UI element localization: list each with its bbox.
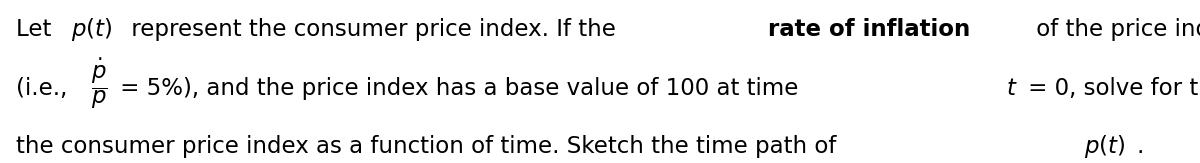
- Text: $\dfrac{\dot{p}}{p}$: $\dfrac{\dot{p}}{p}$: [91, 57, 108, 111]
- Text: the consumer price index as a function of time. Sketch the time path of: the consumer price index as a function o…: [16, 135, 844, 158]
- Text: Let: Let: [16, 18, 59, 41]
- Text: rate of inflation: rate of inflation: [768, 18, 971, 41]
- Text: of the price index is constant at 5%: of the price index is constant at 5%: [1030, 18, 1200, 41]
- Text: = 0, solve for the expression showing: = 0, solve for the expression showing: [1021, 77, 1200, 100]
- Text: represent the consumer price index. If the: represent the consumer price index. If t…: [124, 18, 623, 41]
- Text: $p(t)$: $p(t)$: [71, 16, 112, 43]
- Text: $p(t)$: $p(t)$: [1084, 133, 1124, 160]
- Text: $t$: $t$: [1007, 77, 1018, 100]
- Text: = 5%), and the price index has a base value of 100 at time: = 5%), and the price index has a base va…: [113, 77, 805, 100]
- Text: .: .: [1136, 135, 1145, 158]
- Text: (i.e.,: (i.e.,: [16, 77, 74, 100]
